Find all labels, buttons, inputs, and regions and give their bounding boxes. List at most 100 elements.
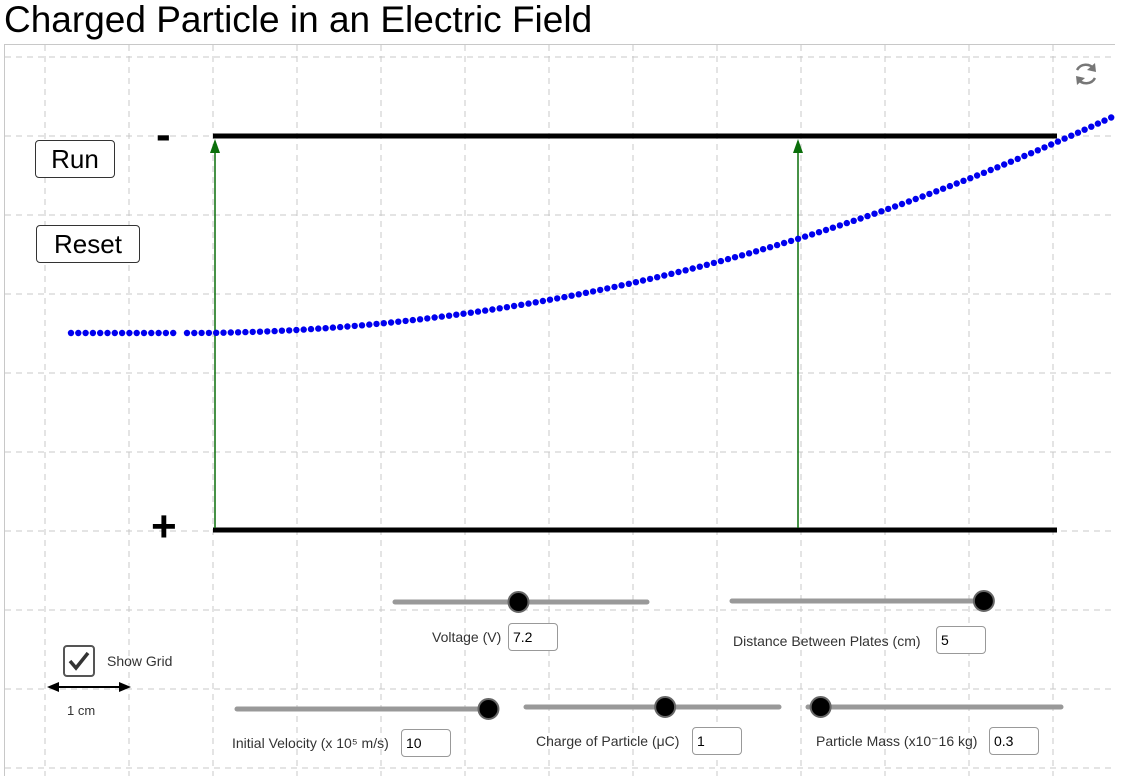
trajectory-dot <box>668 270 675 277</box>
trajectory-dot <box>387 319 395 326</box>
trajectory-dot <box>773 241 781 249</box>
trajectory-dot <box>67 329 75 337</box>
trajectory-dot <box>416 316 424 323</box>
reset-button[interactable]: Reset <box>36 225 140 263</box>
trajectory-dot <box>293 326 300 334</box>
trajectory-dot <box>933 188 940 195</box>
trajectory-dot <box>155 329 162 337</box>
trajectory-dot <box>994 164 1001 171</box>
trajectory-dot <box>496 305 503 312</box>
mass-label: Particle Mass (x10⁻16 kg) <box>816 733 978 749</box>
trajectory-dot <box>539 297 547 305</box>
page-title: Charged Particle in an Electric Field <box>4 0 593 40</box>
trajectory-dot <box>766 244 774 251</box>
trajectory-dot <box>510 302 518 310</box>
charge-input[interactable]: 1 <box>692 727 742 755</box>
simulation-canvas[interactable] <box>5 45 1115 776</box>
trajectory-dot <box>358 322 366 329</box>
trajectory-dot <box>467 309 474 316</box>
trajectory-dot <box>82 329 89 337</box>
voltage-slider-knob[interactable] <box>507 591 530 613</box>
trajectory-dot <box>140 329 148 337</box>
trajectory-dot <box>926 190 933 198</box>
charge-slider[interactable] <box>523 696 782 718</box>
trajectory-dot <box>843 219 850 227</box>
trajectory-dot <box>89 329 97 337</box>
positive-sign: + <box>151 502 177 551</box>
distance-slider-knob[interactable] <box>972 590 995 612</box>
trajectory-dot <box>696 263 703 270</box>
trajectory-dot <box>939 185 947 192</box>
reload-icon[interactable] <box>1071 59 1101 89</box>
check-icon <box>68 651 90 671</box>
trajectory-dot <box>1088 123 1095 130</box>
trajectory-dot <box>366 321 373 328</box>
trajectory-dot <box>639 277 647 284</box>
trajectory-dot <box>878 208 885 215</box>
trajectory-dot <box>919 193 926 200</box>
trajectory-dot <box>1014 155 1021 163</box>
trajectory-dot <box>1021 152 1028 160</box>
voltage-slider[interactable] <box>392 591 650 613</box>
trajectory-dot <box>162 329 170 337</box>
trajectory-dot <box>75 329 82 337</box>
trajectory-dot <box>431 314 438 321</box>
trajectory-dot <box>960 177 967 184</box>
velocity-slider[interactable] <box>234 698 500 720</box>
trajectory-dot <box>380 320 387 327</box>
trajectory-dot <box>898 200 906 208</box>
trajectory-dot <box>460 310 467 317</box>
trajectory-dot <box>242 328 249 336</box>
trajectory-dot <box>1041 144 1048 151</box>
trajectory-dot <box>286 327 293 334</box>
show-grid-checkbox[interactable] <box>63 645 95 677</box>
velocity-input[interactable]: 10 <box>401 729 451 757</box>
trajectory-dot <box>409 316 416 324</box>
trajectory-dot <box>424 315 431 322</box>
mass-input[interactable]: 0.3 <box>989 727 1039 755</box>
trajectory-dot <box>1027 150 1035 157</box>
mass-slider-knob[interactable] <box>809 696 832 718</box>
trajectory-dot <box>864 212 871 220</box>
trajectory-dot <box>654 274 661 281</box>
trajectory-dot <box>946 182 954 190</box>
trajectory-dot <box>198 329 205 337</box>
particle-trajectory <box>67 114 1115 337</box>
voltage-input[interactable]: 7.2 <box>508 623 558 651</box>
trajectory-dot <box>438 313 445 320</box>
trajectory-dot <box>525 300 532 307</box>
trajectory-dot <box>227 329 234 336</box>
trajectory-dot <box>822 226 830 234</box>
velocity-slider-knob[interactable] <box>477 698 500 720</box>
trajectory-dot <box>183 329 191 337</box>
trajectory-dot <box>724 255 732 263</box>
trajectory-dot <box>518 301 525 308</box>
simulation-applet[interactable]: Run Reset - + Voltage (V) 7.2 Distance B… <box>4 44 1115 776</box>
trajectory-dot <box>801 233 809 240</box>
charge-slider-knob[interactable] <box>654 696 677 718</box>
trajectory-dot <box>1001 161 1008 168</box>
distance-slider[interactable] <box>729 590 995 612</box>
show-grid-label: Show Grid <box>107 653 173 669</box>
trajectory-dot <box>300 326 307 333</box>
trajectory-dot <box>738 252 746 259</box>
trajectory-dot <box>973 172 981 179</box>
distance-input[interactable]: 5 <box>936 626 986 654</box>
trajectory-dot <box>912 195 919 203</box>
trajectory-dot <box>111 329 119 337</box>
negative-sign: - <box>156 110 171 159</box>
trajectory-dot <box>710 259 718 267</box>
trajectory-dot <box>1054 138 1062 145</box>
trajectory-dot <box>836 222 844 229</box>
trajectory-dot <box>118 329 126 337</box>
trajectory-dot <box>322 325 329 332</box>
mass-slider[interactable] <box>805 696 1064 718</box>
trajectory-dot <box>344 323 351 330</box>
trajectory-dot <box>582 289 590 296</box>
trajectory-dot <box>575 291 582 298</box>
trajectory-dot <box>661 272 668 279</box>
trajectory-dot <box>1094 120 1102 127</box>
trajectory-dot <box>885 205 892 213</box>
field-arrow-left <box>210 139 220 528</box>
run-button[interactable]: Run <box>35 140 115 178</box>
